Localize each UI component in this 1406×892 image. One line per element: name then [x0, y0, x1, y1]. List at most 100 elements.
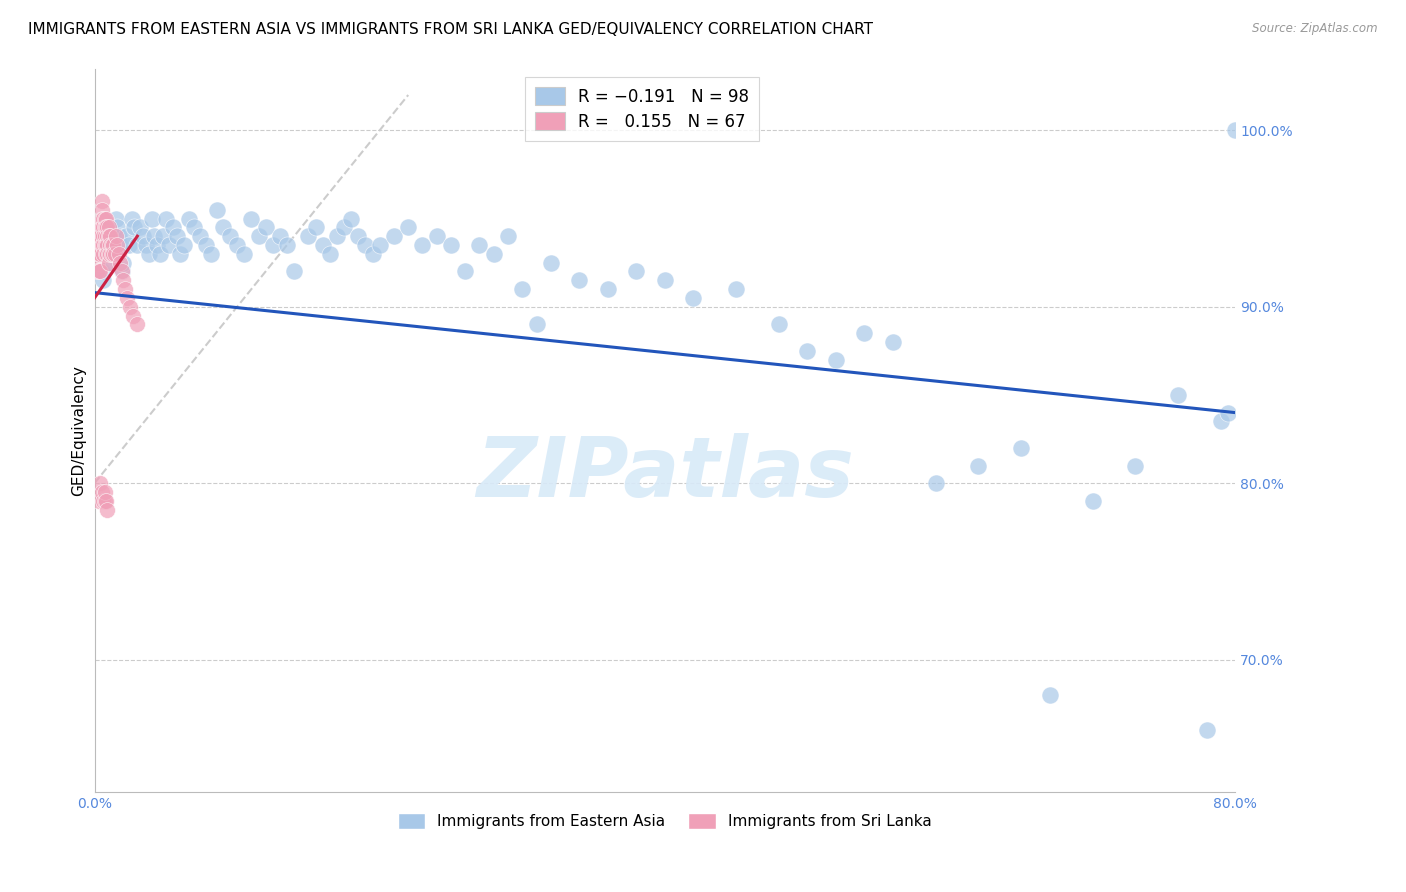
Point — [496, 229, 519, 244]
Point — [112, 273, 135, 287]
Point — [1081, 493, 1104, 508]
Point — [86, 229, 108, 244]
Point — [120, 300, 142, 314]
Point — [162, 220, 184, 235]
Point — [882, 334, 904, 349]
Point — [87, 238, 110, 252]
Point — [121, 211, 143, 226]
Point — [426, 229, 449, 244]
Point — [90, 220, 112, 235]
Point — [361, 247, 384, 261]
Point — [312, 238, 335, 252]
Point — [796, 343, 818, 358]
Point — [98, 238, 121, 252]
Point — [89, 229, 111, 244]
Point — [108, 247, 131, 261]
Text: ZIPatlas: ZIPatlas — [475, 434, 853, 514]
Point — [89, 476, 111, 491]
Point — [86, 264, 108, 278]
Point — [103, 247, 125, 261]
Point — [143, 229, 166, 244]
Point — [91, 493, 114, 508]
Point — [110, 255, 132, 269]
Point — [146, 238, 169, 252]
Point — [127, 238, 149, 252]
Point — [173, 238, 195, 252]
Point — [93, 493, 115, 508]
Point — [86, 255, 108, 269]
Point — [169, 247, 191, 261]
Point — [967, 458, 990, 473]
Point — [97, 255, 120, 269]
Point — [200, 247, 222, 261]
Point — [91, 273, 114, 287]
Point — [825, 352, 848, 367]
Point — [654, 273, 676, 287]
Point — [94, 220, 117, 235]
Point — [226, 238, 249, 252]
Point — [101, 247, 124, 261]
Text: IMMIGRANTS FROM EASTERN ASIA VS IMMIGRANTS FROM SRI LANKA GED/EQUIVALENCY CORREL: IMMIGRANTS FROM EASTERN ASIA VS IMMIGRAN… — [28, 22, 873, 37]
Point — [526, 318, 548, 332]
Point — [96, 229, 118, 244]
Point — [90, 264, 112, 278]
Point — [382, 229, 405, 244]
Point — [135, 238, 157, 252]
Point — [219, 229, 242, 244]
Point — [96, 238, 118, 252]
Point — [101, 238, 124, 252]
Y-axis label: GED/Equivalency: GED/Equivalency — [72, 365, 86, 496]
Point — [93, 485, 115, 500]
Point — [626, 264, 648, 278]
Point — [138, 247, 160, 261]
Point — [1195, 723, 1218, 738]
Point — [269, 229, 291, 244]
Point — [262, 238, 284, 252]
Point — [468, 238, 491, 252]
Point — [276, 238, 298, 252]
Point — [247, 229, 270, 244]
Point — [152, 229, 174, 244]
Point — [110, 238, 132, 252]
Point — [297, 229, 319, 244]
Point — [90, 211, 112, 226]
Point — [254, 220, 277, 235]
Point — [101, 238, 124, 252]
Point — [100, 229, 122, 244]
Point — [115, 229, 138, 244]
Point — [104, 211, 127, 226]
Point — [108, 229, 131, 244]
Point — [1039, 688, 1062, 702]
Point — [89, 220, 111, 235]
Point — [240, 211, 263, 226]
Point — [149, 247, 172, 261]
Point — [157, 238, 180, 252]
Point — [188, 229, 211, 244]
Point — [90, 194, 112, 208]
Point — [93, 247, 115, 261]
Point — [98, 247, 121, 261]
Point — [87, 264, 110, 278]
Point — [91, 211, 114, 226]
Point — [177, 211, 200, 226]
Point — [166, 229, 188, 244]
Point — [510, 282, 533, 296]
Text: Source: ZipAtlas.com: Source: ZipAtlas.com — [1253, 22, 1378, 36]
Point — [111, 264, 134, 278]
Point — [86, 238, 108, 252]
Point — [1209, 414, 1232, 428]
Point — [96, 502, 118, 516]
Point — [98, 229, 121, 244]
Point — [103, 247, 125, 261]
Point — [454, 264, 477, 278]
Point — [97, 220, 120, 235]
Point — [568, 273, 591, 287]
Point — [682, 291, 704, 305]
Point — [100, 238, 122, 252]
Point — [105, 220, 128, 235]
Point — [333, 220, 356, 235]
Point — [768, 318, 790, 332]
Point — [97, 255, 120, 269]
Point — [114, 282, 136, 296]
Point — [97, 229, 120, 244]
